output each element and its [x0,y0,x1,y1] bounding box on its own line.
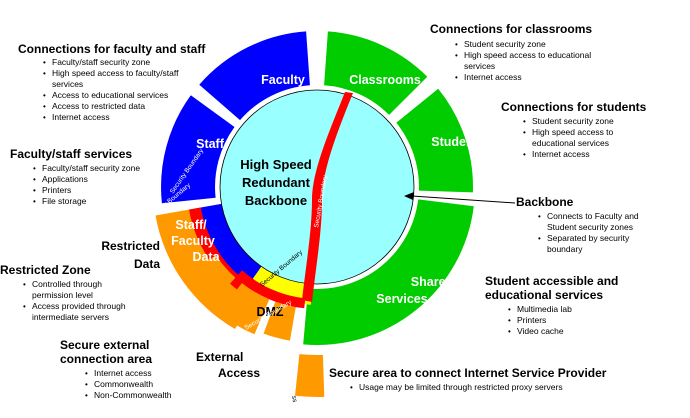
list-item: services [464,61,496,71]
list-item: • High speed access to educational [455,50,592,60]
restricted-security-boundary [189,207,258,300]
list-item: • Applications [33,174,88,184]
external-fragment-label: ss [290,395,298,403]
list-item: • Access provided through [23,301,126,311]
staff-segment [161,95,235,204]
classrooms-connections-block: Connections for classrooms • Student secu… [430,22,630,83]
list-item: • Non-Commonwealth [85,390,172,400]
block-title: Secure area to connect Internet Service … [329,366,607,380]
list-item: • Video cache [508,326,564,336]
list-item: • Printers [33,185,72,195]
classrooms-segment [324,31,428,115]
list-item: • Internet access [43,112,110,122]
restricted-data-label-1: Restricted [101,239,160,253]
list-item: permission level [32,290,93,300]
external-access-label-1: External [196,350,244,364]
external-access-segment-5 [199,255,236,293]
students-label: Students [431,135,485,149]
backbone-pointer-arrowhead [404,192,414,200]
staff-label: Staff [196,137,225,151]
block-title: Student accessible and [485,274,619,288]
staff-faculty-data-segment [190,200,277,298]
external-access-label-2: Access [218,366,261,380]
staff-faculty-label-3: Data [192,250,220,264]
dmz-segment [249,260,313,305]
block-title: Connections for students [501,100,647,114]
block-title: Restricted Zone [0,263,91,277]
block-title: Secure external [60,338,150,352]
list-item: • Faculty/staff security zone [43,57,151,67]
list-item: • Connects to Faculty and [538,211,639,221]
faculty-segment [199,31,310,121]
center-label-line1: High Speed [240,157,312,172]
list-item: • Commonwealth [85,379,154,389]
core-security-boundary [302,92,353,302]
list-item: • Multimedia lab [508,304,572,314]
list-item: educational services [532,138,610,148]
students-connections-block: Connections for students • Student securi… [501,100,681,160]
list-item: • Internet access [85,368,152,378]
external-access-segment-2 [218,283,270,335]
classrooms-label: Classrooms [349,73,421,87]
staff-faculty-label-1: Staff/ [175,218,207,232]
external-access-label: External Access [196,350,260,380]
list-item: • Separated by security [538,233,630,243]
list-item: • Faculty/staff security zone [33,163,141,173]
faculty-staff-connections-block: Connections for faculty and staff • Facul… [18,42,218,123]
block-title: Connections for classrooms [430,22,593,36]
list-item: • Access to educational services [43,90,169,100]
list-item: boundary [547,244,583,254]
backbone-block: Backbone • Connects to Faculty and Studen… [516,195,686,255]
list-item: • Internet access [455,72,522,82]
external-access-segment [263,301,296,341]
external-access-segment-4 [192,275,211,293]
list-item: • File storage [33,196,87,206]
list-item: • Controlled through [23,279,102,289]
shared-services-segment [303,199,474,346]
list-item: • Printers [508,315,547,325]
list-item: • Student security zone [523,116,614,126]
faculty-staff-services-block: Faculty/staff services • Faculty/staff se… [10,147,180,207]
restricted-data-label: Restricted Data [84,239,160,271]
dmz-security-boundary [235,270,306,309]
backbone-pointer-line [411,195,516,204]
external-access-segment-6 [295,354,325,398]
list-item: • Student security zone [455,39,546,49]
isp-block: Secure area to connect Internet Service … [329,366,669,393]
shared-label-2: Services [376,292,427,306]
list-item: Student security zones [547,222,633,232]
center-label-line2: Redundant [242,175,311,190]
block-title: Connections for faculty and staff [18,42,206,56]
list-item: services [52,79,84,89]
restricted-data-label-2: Data [133,257,160,271]
center-label-line3: Backbone [245,193,307,208]
block-title: Backbone [516,195,574,209]
students-segment [396,88,473,193]
faculty-label: Faculty [261,73,305,87]
list-item: • Access to restricted data [43,101,146,111]
block-title: Faculty/staff services [10,147,133,161]
list-item: • Usage may be limited through restricted… [350,382,563,392]
list-item: • High speed access to [523,127,614,137]
restricted-zone-block: Restricted Zone • Controlled through perm… [0,263,160,323]
list-item: intermediate servers [32,312,110,322]
list-item: • High speed access to faculty/staff [43,68,179,78]
staff-faculty-label-2: Faculty [171,234,215,248]
list-item: • Internet access [523,149,590,159]
dmz-label: DMZ [256,305,283,319]
secure-external-block: Secure external connection area • Interne… [60,338,220,401]
block-title-2: connection area [60,352,153,366]
shared-label-1: Shared [411,275,453,289]
student-services-block: Student accessible and educational servi… [485,274,685,337]
block-title-2: educational services [485,288,604,302]
